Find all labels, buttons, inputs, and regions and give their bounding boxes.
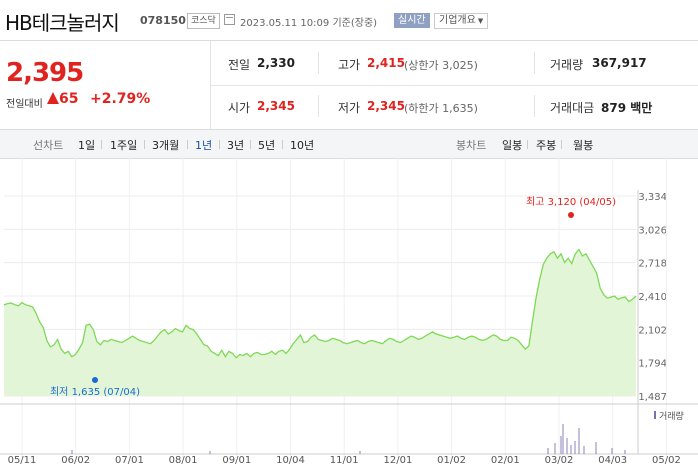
market-badge: 코스닥 (187, 13, 220, 29)
divider (527, 140, 528, 149)
prev-close-value: 2,330 (257, 56, 295, 70)
price-change: 65 (59, 91, 79, 107)
price-line (3, 248, 637, 359)
x-tick-label: 05/11 (8, 455, 37, 466)
volume-legend-swatch (654, 411, 656, 419)
stock-name: HB테크놀러지 (5, 11, 120, 35)
tab-10y[interactable]: 10년 (290, 139, 315, 152)
low-value: 2,345 (367, 99, 405, 113)
datetime-text: 2023.05.11 10:09 기준(장중) (240, 14, 377, 29)
company-overview-label: 기업개요 (439, 15, 476, 26)
tab-1w[interactable]: 1주일 (110, 139, 138, 152)
tab-3y[interactable]: 3년 (227, 139, 245, 152)
x-tick-label: 02/01 (491, 455, 520, 466)
divider (318, 95, 319, 117)
y-tick-label: 2,718 (638, 259, 667, 270)
prev-close-label: 전일 (228, 58, 251, 72)
prev-day-label: 전일대비 (6, 99, 43, 110)
y-tick-label: 1,487 (638, 392, 667, 403)
x-tick-label: 05/02 (652, 455, 681, 466)
volume-label: 거래량 (550, 58, 584, 72)
chevron-down-icon: ▼ (477, 17, 484, 25)
y-tick-label: 2,410 (638, 292, 667, 303)
low-label: 저가 (338, 101, 361, 115)
divider (250, 140, 251, 149)
divider (101, 140, 102, 149)
x-tick-label: 10/04 (276, 455, 305, 466)
y-tick-label: 3,334 (638, 192, 667, 203)
x-tick-label: 04/03 (598, 455, 627, 466)
basis-label: 기준(장중) (332, 18, 378, 29)
x-tick-label: 07/01 (115, 455, 144, 466)
divider (534, 95, 535, 117)
amount-value: 879 백만 (601, 101, 653, 115)
y-tick-label: 3,026 (638, 225, 667, 236)
calendar-icon (224, 14, 235, 25)
tab-3m[interactable]: 3개월 (152, 139, 180, 152)
divider (187, 140, 188, 149)
divider (282, 140, 283, 149)
x-tick-label: 03/02 (545, 455, 574, 466)
tab-weekly[interactable]: 주봉 (536, 139, 557, 152)
divider (219, 140, 220, 149)
y-tick-label: 2,102 (638, 325, 667, 336)
divider (210, 85, 698, 86)
low-annotation: 최저 1,635 (07/04) (50, 386, 140, 398)
upper-limit: (상한가 3,025) (404, 59, 478, 72)
high-label: 고가 (338, 58, 361, 72)
open-value: 2,345 (257, 99, 295, 113)
low-marker (92, 377, 98, 383)
y-tick-label: 1,794 (638, 359, 667, 370)
candle-chart-label: 봉차트 (456, 139, 487, 152)
period-tab-bar: 선차트 1일 1주일 3개월 1년 3년 5년 10년 봉차트 일봉 주봉 월봉 (0, 129, 698, 159)
tab-monthly[interactable]: 월봉 (573, 139, 594, 152)
volume-label: 거래량 (659, 410, 684, 422)
price-chart[interactable]: 3,334 3,026 2,718 2,410 2,102 1,794 1,487 05/11… (0, 158, 698, 472)
up-arrow-icon (47, 92, 59, 104)
company-overview-button[interactable]: 기업개요 ▼ (434, 13, 489, 29)
high-value: 2,415 (367, 56, 405, 70)
volume-value: 367,917 (592, 56, 647, 70)
price-change-pct: +2.79% (90, 91, 151, 107)
tab-5y[interactable]: 5년 (258, 139, 276, 152)
price-area (4, 249, 636, 396)
high-marker (568, 212, 574, 218)
datetime-value: 2023.05.11 10:09 (240, 18, 330, 29)
amount-label: 거래대금 (550, 101, 595, 115)
open-label: 시가 (228, 101, 251, 115)
x-tick-label: 06/02 (61, 455, 90, 466)
divider (561, 140, 562, 149)
divider (144, 140, 145, 149)
x-tick-label: 09/01 (222, 455, 251, 466)
tab-1d[interactable]: 1일 (78, 139, 96, 152)
x-tick-label: 01/02 (437, 455, 466, 466)
tab-daily[interactable]: 일봉 (502, 139, 523, 152)
stock-header: HB테크놀러지 078150 코스닥 2023.05.11 10:09 기준(장… (0, 0, 698, 41)
x-tick-label: 12/01 (383, 455, 412, 466)
line-chart-label: 선차트 (33, 139, 64, 152)
divider (318, 52, 319, 74)
lower-limit: (하한가 1,635) (404, 102, 478, 115)
stock-code: 078150 (140, 14, 186, 27)
high-annotation: 최고 3,120 (04/05) (526, 196, 616, 208)
tab-1y[interactable]: 1년 (195, 139, 213, 152)
x-tick-label: 11/01 (330, 455, 359, 466)
current-price: 2,395 (6, 58, 84, 88)
divider (534, 52, 535, 74)
x-tick-label: 08/01 (169, 455, 198, 466)
realtime-button[interactable]: 실시간 (394, 13, 430, 28)
